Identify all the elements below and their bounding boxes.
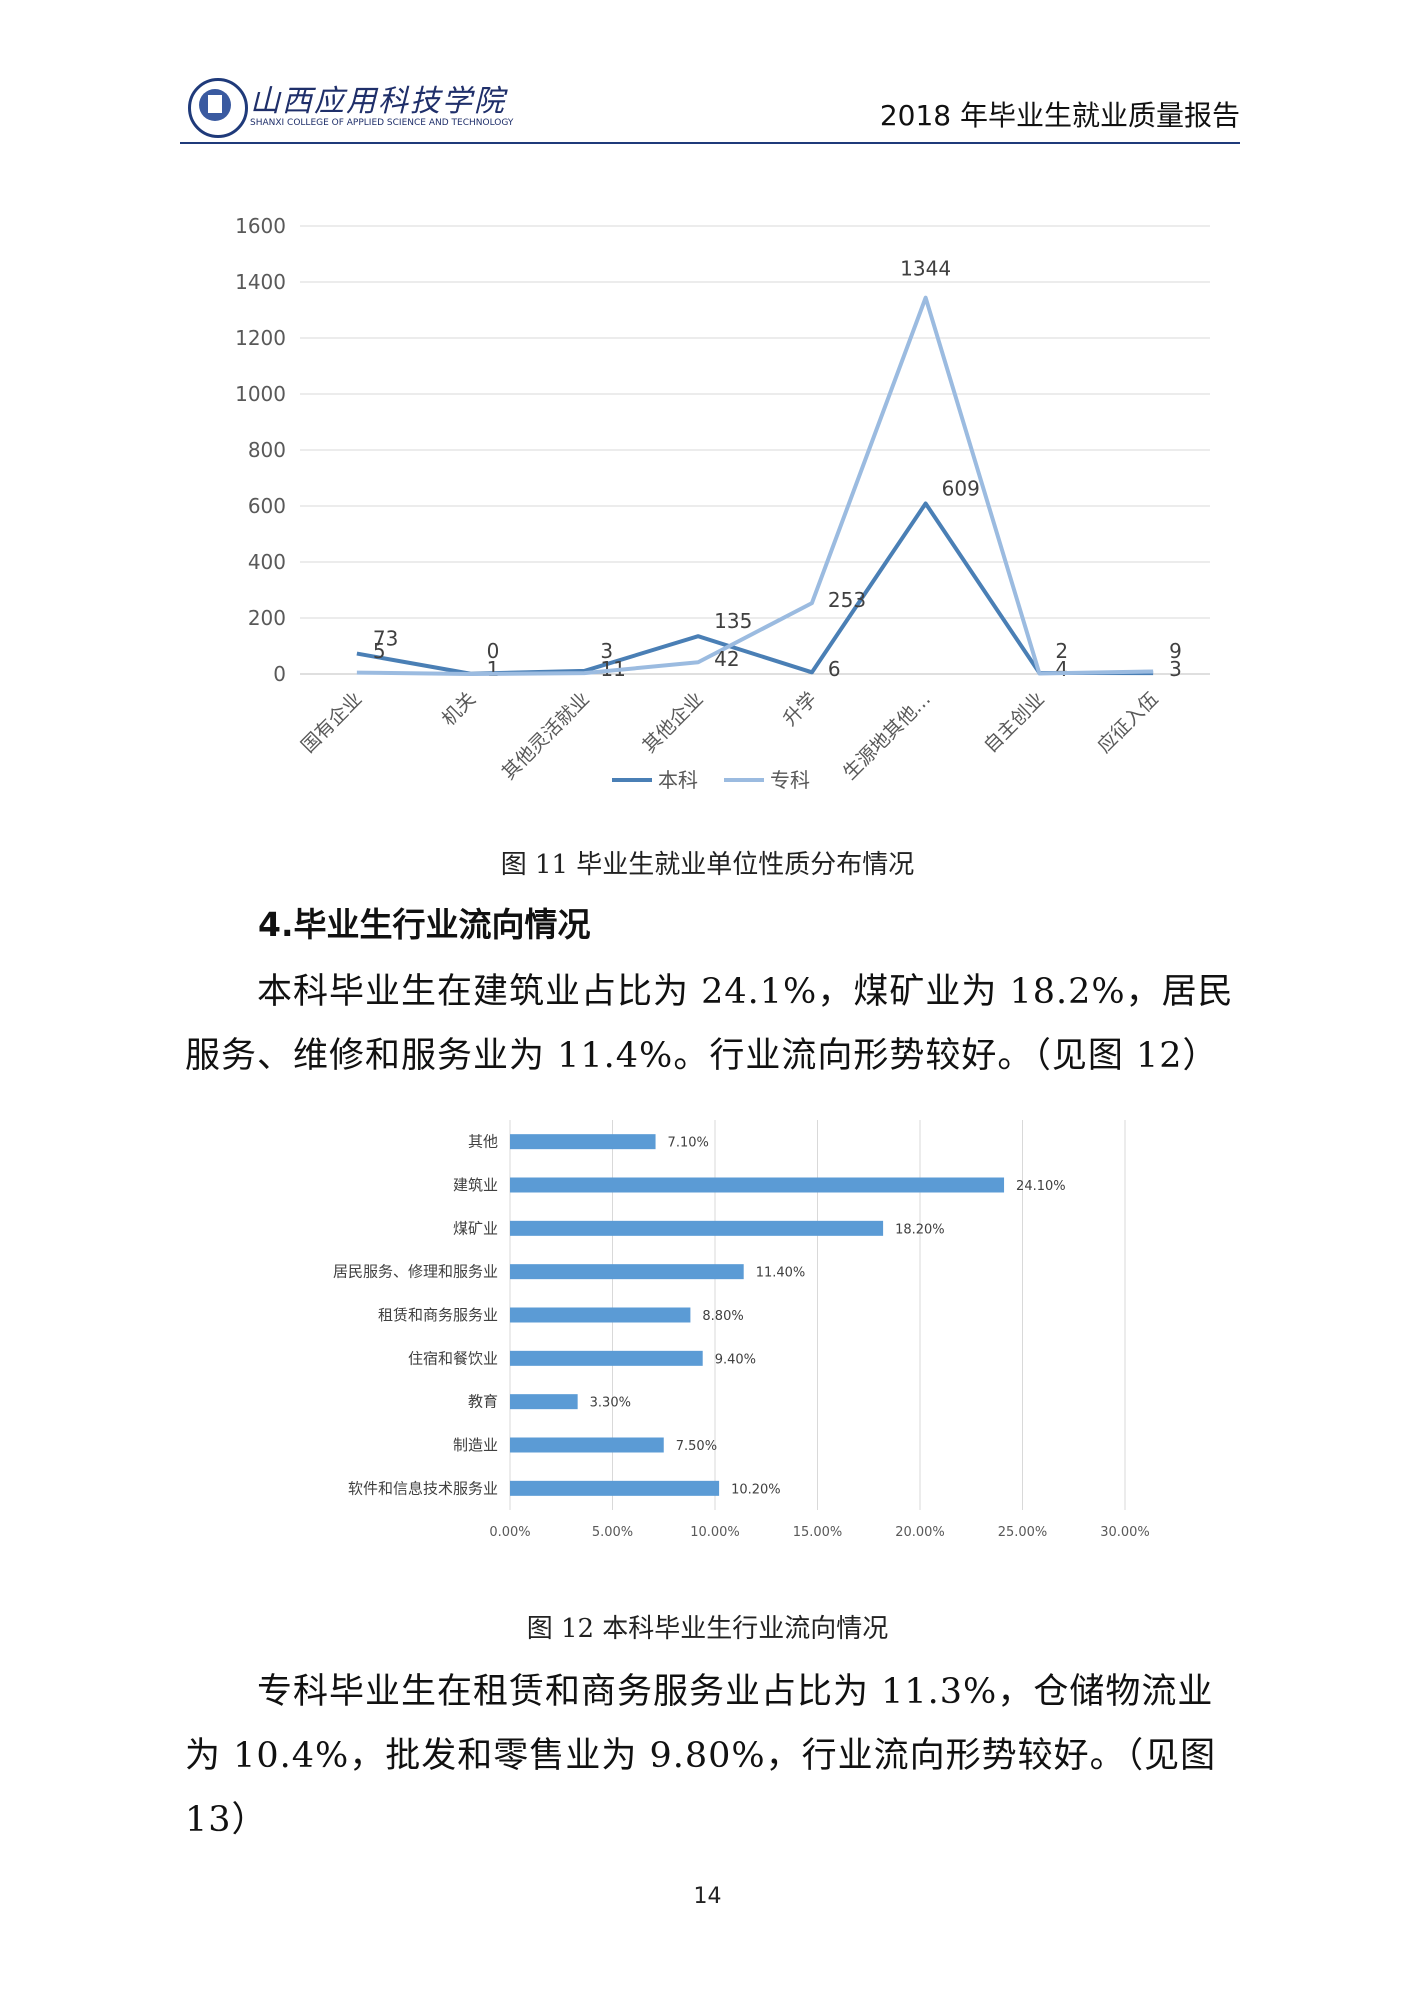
y-tick-label: 1200 [235, 326, 286, 350]
category-label: 教育 [468, 1393, 498, 1411]
data-label-专科: 5 [373, 639, 386, 663]
bar-chart-figure12: 0.00% 5.00% 10.00% 15.00% 20.00% 25.00% 30.00%… [333, 1120, 1150, 1540]
line-chart-figure11: 0 200 400 600 800 1000 1200 1400 1600 国有企业 机关 其他灵活就… [235, 214, 1210, 792]
x-tick-label: 20.00% [895, 1525, 945, 1540]
data-label: 3.30% [590, 1396, 631, 1411]
figure12-caption: 图 12 本科毕业生行业流向情况 [526, 1614, 889, 1644]
x-tick-label: 10.00% [690, 1525, 740, 1540]
bar [510, 1480, 720, 1496]
x-tick-label: 0.00% [489, 1525, 530, 1540]
series-line-专科 [356, 295, 1154, 676]
data-label-专科: 9 [1169, 639, 1182, 663]
bar [510, 1177, 1005, 1193]
data-label-本科: 3 [1169, 657, 1182, 681]
x-tick-label: 30.00% [1100, 1525, 1150, 1540]
data-label-专科: 253 [828, 588, 866, 612]
page-header: 山西应用科技学院 SHANXI COLLEGE OF APPLIED SCIEN… [180, 70, 1240, 144]
bar [510, 1134, 656, 1150]
data-label: 18.20% [895, 1222, 945, 1237]
bar [510, 1220, 884, 1236]
y-tick-label: 400 [248, 550, 286, 574]
x-tick-label: 25.00% [998, 1525, 1048, 1540]
category-label: 制造业 [453, 1436, 498, 1454]
paragraph-2-text: 专科毕业生在租赁和商务服务业占比为 11.3%，仓储物流业为 10.4%，批发和… [185, 1672, 1217, 1840]
data-label-专科: 1344 [900, 257, 951, 281]
data-label: 24.10% [1016, 1179, 1066, 1194]
data-label: 10.20% [731, 1482, 781, 1497]
x-tick-label: 15.00% [793, 1525, 843, 1540]
y-tick-label: 200 [248, 606, 286, 630]
data-label-本科: 609 [942, 476, 980, 500]
x-tick-label: 其他灵活就业 [498, 688, 594, 784]
data-label: 11.40% [756, 1266, 806, 1281]
x-tick-label: 其他企业 [638, 688, 707, 757]
data-label-本科: 73 [373, 627, 398, 651]
data-label-专科: 0 [487, 639, 500, 663]
y-tick-label: 600 [248, 494, 286, 518]
category-label: 其他 [468, 1133, 498, 1151]
report-title: 2018 年毕业生就业质量报告 [879, 99, 1240, 132]
bar [510, 1437, 664, 1453]
category-label: 建筑业 [453, 1176, 498, 1194]
x-tick-label: 应征入伍 [1093, 688, 1162, 757]
data-label-专科: 3 [600, 639, 613, 663]
data-label: 9.40% [715, 1352, 756, 1367]
school-name: 山西应用科技学院 [250, 84, 506, 119]
bar [510, 1264, 744, 1280]
x-tick-label: 国有企业 [297, 688, 366, 757]
y-tick-label: 1400 [235, 270, 286, 294]
y-tick-label: 0 [273, 662, 286, 686]
paragraph-2: 专科毕业生在租赁和商务服务业占比为 11.3%，仓储物流业为 10.4%，批发和… [185, 1660, 1245, 1852]
figure11-caption: 图 11 毕业生就业单位性质分布情况 [500, 850, 915, 880]
bar [510, 1394, 578, 1410]
category-label: 煤矿业 [453, 1219, 498, 1237]
y-tick-label: 1000 [235, 382, 286, 406]
school-name-en: SHANXI COLLEGE OF APPLIED SCIENCE AND TE… [250, 118, 514, 128]
data-label-本科: 6 [828, 657, 841, 681]
category-label: 住宿和餐饮业 [408, 1349, 498, 1367]
page-number: 14 [693, 1884, 722, 1909]
data-label: 7.10% [668, 1136, 709, 1151]
bar [510, 1307, 691, 1323]
legend-label-本科: 本科 [658, 768, 698, 792]
legend-label-专科: 专科 [770, 768, 810, 792]
category-label: 软件和信息技术服务业 [348, 1479, 498, 1497]
x-tick-label: 自主创业 [980, 688, 1049, 757]
data-label: 8.80% [702, 1309, 743, 1324]
bar [510, 1350, 703, 1366]
data-label-本科: 135 [714, 609, 752, 633]
y-tick-label: 800 [248, 438, 286, 462]
section-title: 4.毕业生行业流向情况 [258, 905, 591, 944]
x-tick-label: 5.00% [592, 1525, 633, 1540]
data-label-专科: 42 [714, 647, 739, 671]
data-label-专科: 2 [1055, 639, 1068, 663]
category-label: 租赁和商务服务业 [378, 1306, 498, 1324]
x-tick-label: 升学 [779, 688, 821, 730]
category-label: 居民服务、修理和服务业 [333, 1263, 498, 1281]
x-tick-label: 生源地其他… [839, 688, 935, 784]
y-tick-label: 1600 [235, 214, 286, 238]
data-label: 7.50% [676, 1439, 717, 1454]
x-tick-label: 机关 [438, 688, 480, 730]
paragraph-1-text: 本科毕业生在建筑业占比为 24.1%，煤矿业为 18.2%，居民服务、维修和服务… [185, 972, 1234, 1076]
school-logo-icon [188, 78, 248, 138]
paragraph-1: 本科毕业生在建筑业占比为 24.1%，煤矿业为 18.2%，居民服务、维修和服务… [185, 960, 1245, 1088]
